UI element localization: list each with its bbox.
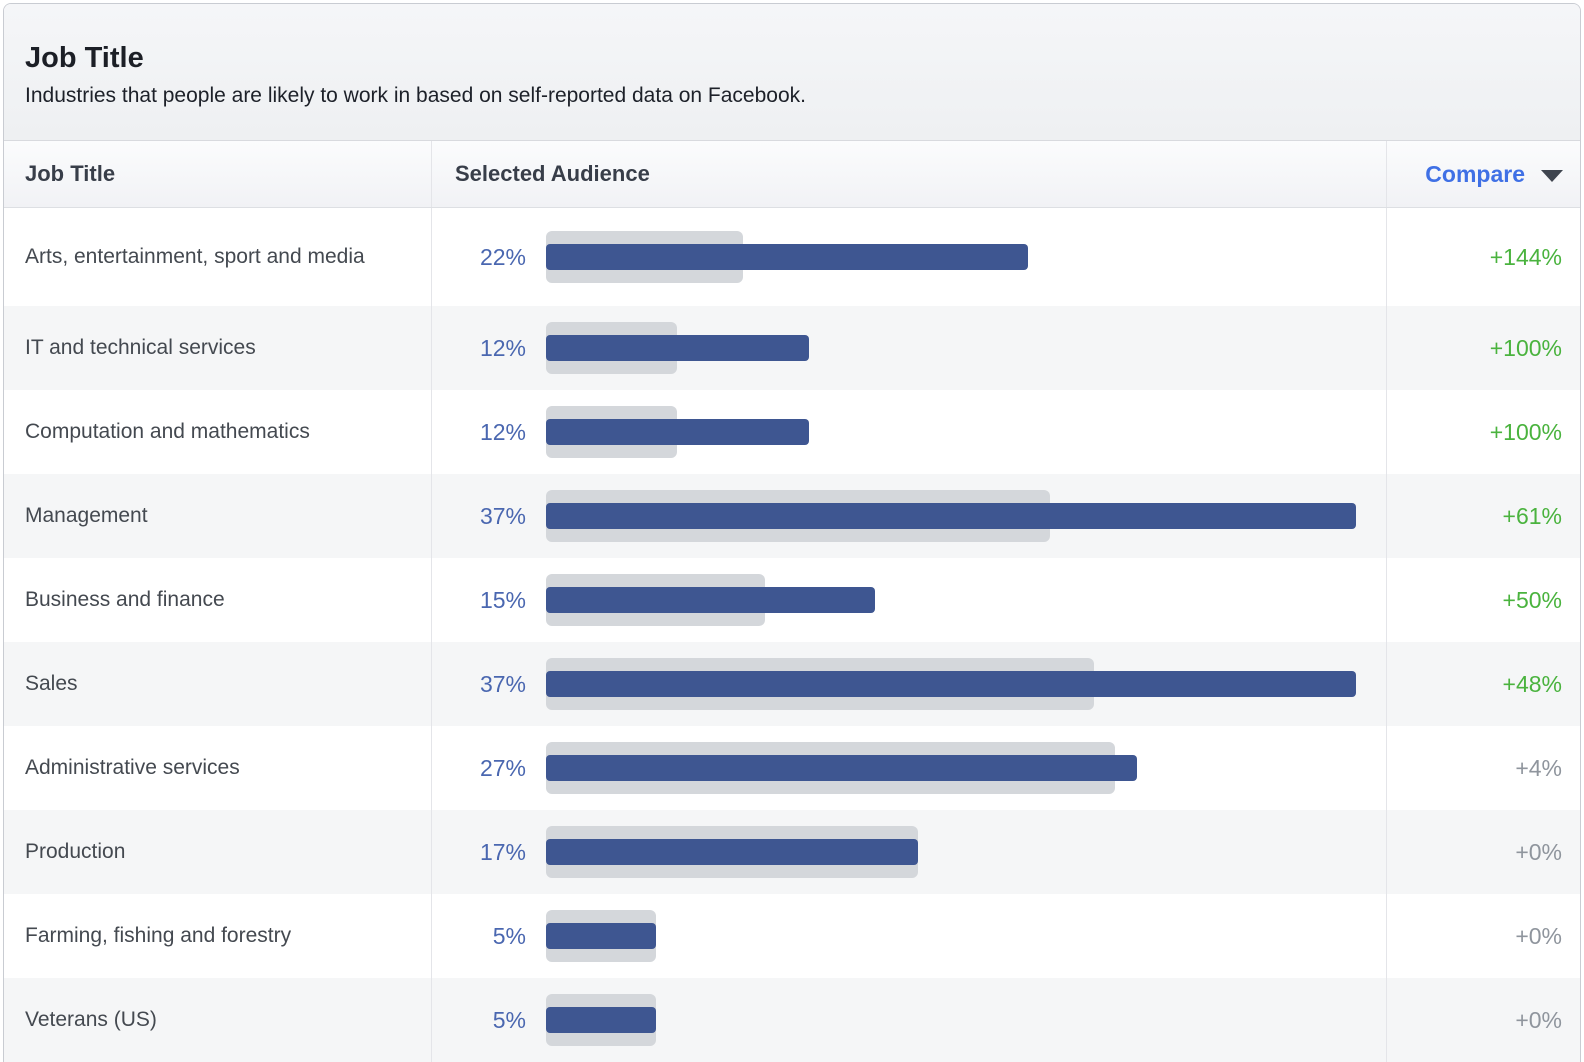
- selected-audience-value: 17%: [479, 838, 526, 865]
- selected-audience-cell: 27%: [432, 726, 1387, 810]
- chevron-down-icon: [1541, 170, 1563, 182]
- selected-audience-bar: [546, 671, 1357, 697]
- job-title-label: Management: [25, 504, 148, 527]
- selected-audience-value: 5%: [492, 922, 526, 949]
- bar-track: [546, 406, 1386, 458]
- table-row: Veterans (US) 5% +0%: [4, 978, 1580, 1062]
- bar-track: [546, 574, 1386, 626]
- selected-audience-cell: 12%: [432, 390, 1387, 474]
- compare-value: +144%: [1489, 243, 1562, 270]
- table-row: Sales 37% +48%: [4, 642, 1580, 726]
- selected-audience-bar: [546, 755, 1138, 781]
- job-title-label: Business and finance: [25, 588, 225, 611]
- selected-audience-value: 5%: [492, 1006, 526, 1033]
- table-row: Production 17% +0%: [4, 810, 1580, 894]
- table-row: Arts, entertainment, sport and media 22%…: [4, 208, 1580, 306]
- selected-audience-value: 27%: [479, 754, 526, 781]
- job-title-label: Veterans (US): [25, 1008, 157, 1031]
- selected-audience-cell: 5%: [432, 894, 1387, 978]
- column-header-selected-audience: Selected Audience: [432, 141, 1387, 207]
- table-row: Business and finance 15% +50%: [4, 558, 1580, 642]
- table-row: Farming, fishing and forestry 5% +0%: [4, 894, 1580, 978]
- compare-value: +100%: [1489, 418, 1562, 445]
- job-title-label: Sales: [25, 672, 78, 695]
- job-title-label: Arts, entertainment, sport and media: [25, 245, 365, 268]
- compare-value: +61%: [1502, 502, 1562, 529]
- bar-track: [546, 322, 1386, 374]
- compare-value: +0%: [1515, 838, 1562, 865]
- bar-track: [546, 742, 1386, 794]
- bar-track: [546, 231, 1386, 283]
- selected-audience-value: 12%: [479, 334, 526, 361]
- bar-track: [546, 658, 1386, 710]
- column-header-job-title: Job Title: [4, 141, 432, 207]
- compare-value: +50%: [1502, 586, 1562, 613]
- job-title-panel: Job Title Industries that people are lik…: [3, 3, 1581, 1062]
- job-title-label: Computation and mathematics: [25, 420, 310, 443]
- selected-audience-bar: [546, 335, 809, 361]
- selected-audience-value: 12%: [479, 418, 526, 445]
- compare-dropdown[interactable]: Compare: [1387, 141, 1580, 207]
- table-header-row: Job Title Selected Audience Compare: [4, 140, 1580, 208]
- selected-audience-cell: 37%: [432, 642, 1387, 726]
- compare-value: +48%: [1502, 670, 1562, 697]
- selected-audience-cell: 5%: [432, 978, 1387, 1062]
- page-title: Job Title: [25, 42, 144, 74]
- compare-value: +4%: [1515, 754, 1562, 781]
- selected-audience-value: 22%: [479, 243, 526, 270]
- job-title-label: Farming, fishing and forestry: [25, 924, 292, 947]
- selected-audience-cell: 17%: [432, 810, 1387, 894]
- job-title-label: Administrative services: [25, 756, 240, 779]
- selected-audience-bar: [546, 244, 1028, 270]
- selected-audience-cell: 22%: [432, 208, 1387, 306]
- selected-audience-cell: 37%: [432, 474, 1387, 558]
- bar-track: [546, 910, 1386, 962]
- compare-value: +0%: [1515, 922, 1562, 949]
- selected-audience-value: 15%: [479, 586, 526, 613]
- bar-track: [546, 490, 1386, 542]
- table-row: Management 37% +61%: [4, 474, 1580, 558]
- compare-value: +100%: [1489, 334, 1562, 361]
- selected-audience-bar: [546, 839, 919, 865]
- table-row: Computation and mathematics 12% +100%: [4, 390, 1580, 474]
- page-subtitle: Industries that people are likely to wor…: [25, 84, 806, 107]
- table-row: IT and technical services 12% +100%: [4, 306, 1580, 390]
- selected-audience-value: 37%: [479, 670, 526, 697]
- bar-track: [546, 826, 1386, 878]
- selected-audience-cell: 15%: [432, 558, 1387, 642]
- panel-header: Job Title Industries that people are lik…: [4, 4, 1580, 140]
- compare-dropdown-label[interactable]: Compare: [1425, 160, 1525, 187]
- selected-audience-bar: [546, 503, 1357, 529]
- selected-audience-cell: 12%: [432, 306, 1387, 390]
- selected-audience-bar: [546, 923, 656, 949]
- table-body: Arts, entertainment, sport and media 22%…: [4, 208, 1580, 1062]
- compare-value: +0%: [1515, 1006, 1562, 1033]
- job-title-label: IT and technical services: [25, 336, 256, 359]
- bar-track: [546, 994, 1386, 1046]
- selected-audience-bar: [546, 587, 875, 613]
- selected-audience-value: 37%: [479, 502, 526, 529]
- table-row: Administrative services 27% +4%: [4, 726, 1580, 810]
- selected-audience-bar: [546, 419, 809, 445]
- job-title-label: Production: [25, 840, 126, 863]
- selected-audience-bar: [546, 1007, 656, 1033]
